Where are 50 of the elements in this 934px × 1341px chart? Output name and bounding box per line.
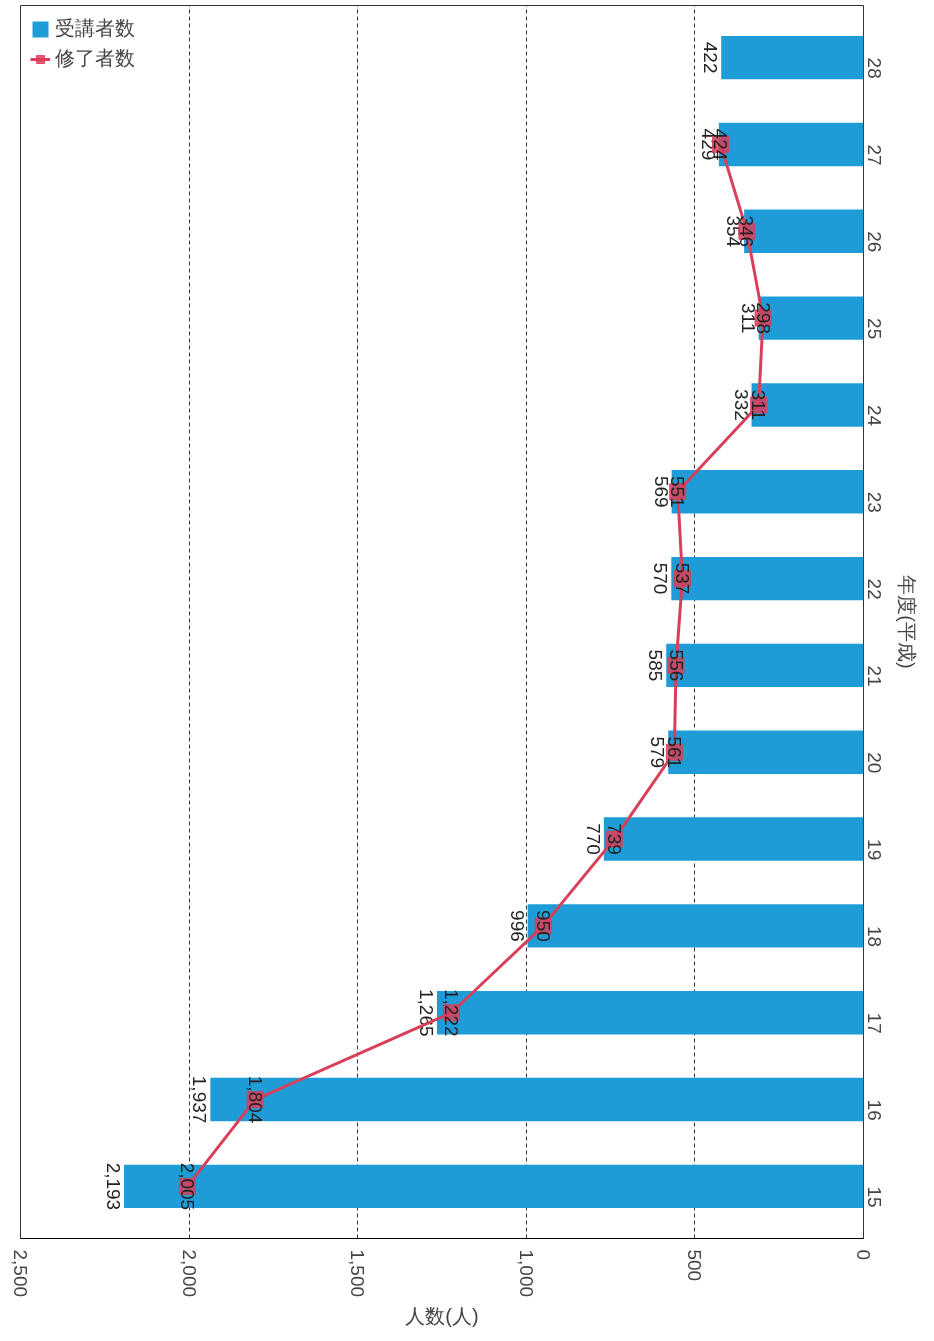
x-tick-label: 2,000: [178, 1249, 200, 1298]
x-axis-title: 人数(人): [405, 1305, 479, 1328]
y-tick-label: 23: [864, 491, 885, 513]
data-label: 570: [650, 562, 672, 595]
y-tick-label: 24: [864, 404, 885, 427]
y-tick-label: 20: [864, 752, 885, 774]
x-tick-label: 2,500: [10, 1249, 31, 1298]
legend-label: 受講者数: [55, 16, 135, 41]
bar: [751, 383, 864, 427]
data-label: 422: [700, 41, 722, 74]
y-tick-label: 19: [864, 839, 885, 861]
bar: [721, 35, 864, 80]
data-label: 537: [671, 562, 693, 595]
y-axis-title: 年度(平成): [895, 575, 918, 669]
x-tick-label: 1,500: [347, 1249, 369, 1298]
bar: [758, 296, 864, 340]
bar: [124, 1164, 864, 1209]
data-label: 2,005: [176, 1162, 198, 1211]
bar: [603, 817, 864, 861]
data-label: 739: [603, 823, 625, 855]
data-label: 1,804: [244, 1075, 266, 1124]
data-label: 556: [665, 649, 687, 682]
y-tick-label: 22: [864, 578, 885, 600]
data-label: 1,222: [440, 988, 462, 1037]
bar: [436, 991, 864, 1035]
y-tick-label: 17: [864, 1012, 885, 1034]
data-label: 996: [506, 910, 528, 942]
y-tick-label: 28: [864, 57, 885, 79]
y-tick-label: 26: [864, 231, 885, 253]
bar: [671, 556, 864, 601]
data-label: 1,937: [189, 1075, 211, 1124]
bar: [668, 730, 864, 774]
x-tick-label: 1,000: [515, 1249, 537, 1298]
y-tick-label: 25: [864, 318, 885, 340]
bar: [527, 904, 864, 948]
y-tick-label: 21: [864, 665, 885, 687]
y-tick-label: 15: [864, 1186, 885, 1208]
y-tick-label: 16: [864, 1099, 885, 1121]
x-tick-label: 0: [853, 1249, 874, 1261]
legend-label: 修了者数: [55, 46, 135, 71]
y-tick-label: 27: [864, 144, 885, 166]
data-label: 950: [532, 910, 554, 942]
bar: [666, 643, 864, 688]
y-tick-label: 18: [864, 925, 885, 948]
data-label: 770: [582, 823, 604, 855]
bar: [671, 470, 864, 514]
bar: [210, 1077, 864, 1122]
data-label: 585: [645, 649, 667, 682]
data-label: 2,193: [103, 1162, 125, 1211]
x-tick-label: 500: [684, 1249, 706, 1282]
